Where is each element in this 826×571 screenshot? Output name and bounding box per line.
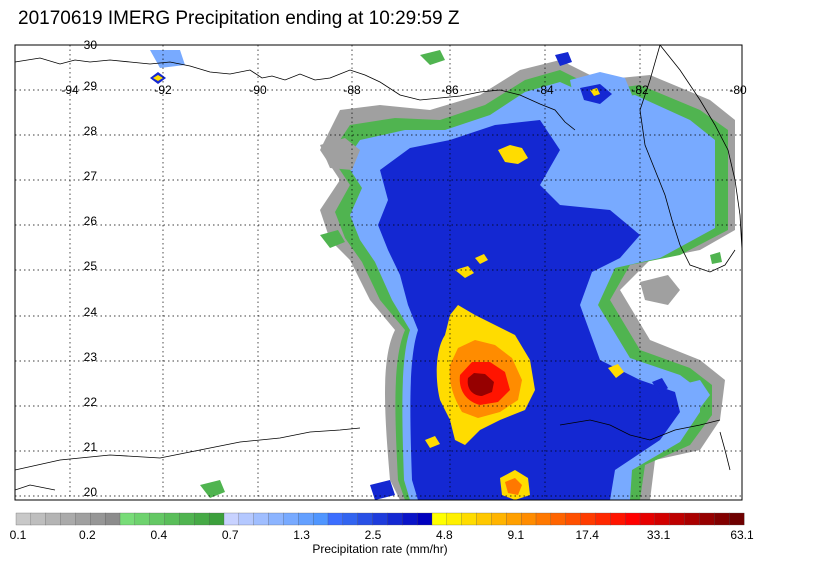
colorbar-swatch [580,512,596,526]
longitude-label: -84 [536,83,554,97]
colorbar-swatch [520,512,537,526]
colorbar-swatch [312,512,329,526]
colorbar-swatch [238,512,255,526]
colorbar-swatch [639,512,656,526]
colorbar-swatch [253,512,270,526]
longitude-label: -80 [729,83,747,97]
colorbar-tick-label: 4.8 [436,528,453,542]
longitude-label: -94 [61,83,79,97]
latitude-label: 28 [84,124,98,138]
colorbar-swatch [714,512,730,526]
colorbar-swatch [461,512,478,526]
colorbar-swatch [179,512,195,526]
latitude-label: 23 [84,350,98,364]
longitude-label: -88 [343,83,361,97]
precipitation-field [150,50,735,500]
colorbar-tick-label: 0.4 [150,528,168,542]
colorbar-tick-label: 1.3 [293,528,310,542]
latitude-label: 20 [84,485,98,499]
colorbar-swatch [194,512,210,526]
map-title: 20170619 IMERG Precipitation ending at 1… [18,8,460,29]
colorbar-swatch [624,512,641,526]
colorbar-swatch [90,512,106,526]
latitude-labels: 30 29 28 27 26 25 24 23 22 21 20 [84,38,98,499]
colorbar-swatch [610,512,626,526]
colorbar-tick-label: 63.1 [730,528,754,542]
latitude-label: 22 [84,395,98,409]
colorbar-swatch [431,512,448,526]
colorbar-swatch [357,512,374,526]
colorbar-tick-label: 0.2 [79,528,96,542]
colorbar-swatch [491,512,507,526]
colorbar-swatch [446,512,463,526]
latitude-label: 24 [84,305,98,319]
colorbar-swatch [387,512,403,526]
colorbar-swatch [565,512,582,526]
colorbar-swatch [283,512,299,526]
colorbar-swatch [595,512,611,526]
colorbar-swatch [268,512,284,526]
colorbar-swatch [104,512,121,526]
colorbar-swatch [402,512,418,526]
colorbar-swatch [372,512,388,526]
colorbar-swatch [15,512,32,526]
colorbar-swatch [298,512,314,526]
colorbar-swatch [506,512,522,526]
longitude-label: -86 [441,83,459,97]
colorbar-swatch [699,512,715,526]
colorbar-swatch [476,512,492,526]
longitude-label: -92 [154,83,172,97]
latitude-label: 21 [84,440,98,454]
latitude-label: 27 [84,169,98,183]
colorbar-swatch [223,512,240,526]
colorbar-swatch [75,512,91,526]
colorbar-swatch [134,512,151,526]
longitude-label: -90 [249,83,267,97]
longitude-labels: -94 -92 -90 -88 -86 -84 -82 -80 [61,83,747,97]
colorbar-swatch [550,512,567,526]
colorbar-swatch [327,512,344,526]
colorbar-swatch [342,512,359,526]
colorbar-tick-label: 33.1 [646,528,671,542]
latitude-label: 25 [84,259,98,273]
colorbar-swatch [684,512,700,526]
colorbar-tick-label: 0.1 [9,528,27,542]
colorbar-swatch [119,512,136,526]
latitude-label: 29 [84,79,98,93]
colorbar-swatch [669,512,686,526]
map-gridlines [15,45,742,500]
colorbar-title: Precipitation rate (mm/hr) [312,542,448,556]
colorbar-swatch [60,512,76,526]
longitude-label: -82 [631,83,649,97]
map-frame [14,44,743,501]
colorbar-tick-label: 0.7 [221,528,239,542]
latitude-label: 30 [84,38,98,52]
colorbar-swatch [208,512,225,526]
colorbar-swatch [45,512,62,526]
colorbar-swatch [416,512,433,526]
colorbar-swatch [149,512,166,526]
colorbar-swatch [164,512,180,526]
colorbar-tick-label: 9.1 [507,528,525,542]
colorbar-swatch [654,512,671,526]
colorbar-tick-label: 17.4 [575,528,599,542]
latitude-label: 26 [84,214,98,228]
colorbar-swatch [535,512,552,526]
colorbar-tick-label: 2.5 [364,528,382,542]
colorbar-swatch [30,512,47,526]
colorbar [15,512,745,526]
colorbar-swatch [728,512,745,526]
